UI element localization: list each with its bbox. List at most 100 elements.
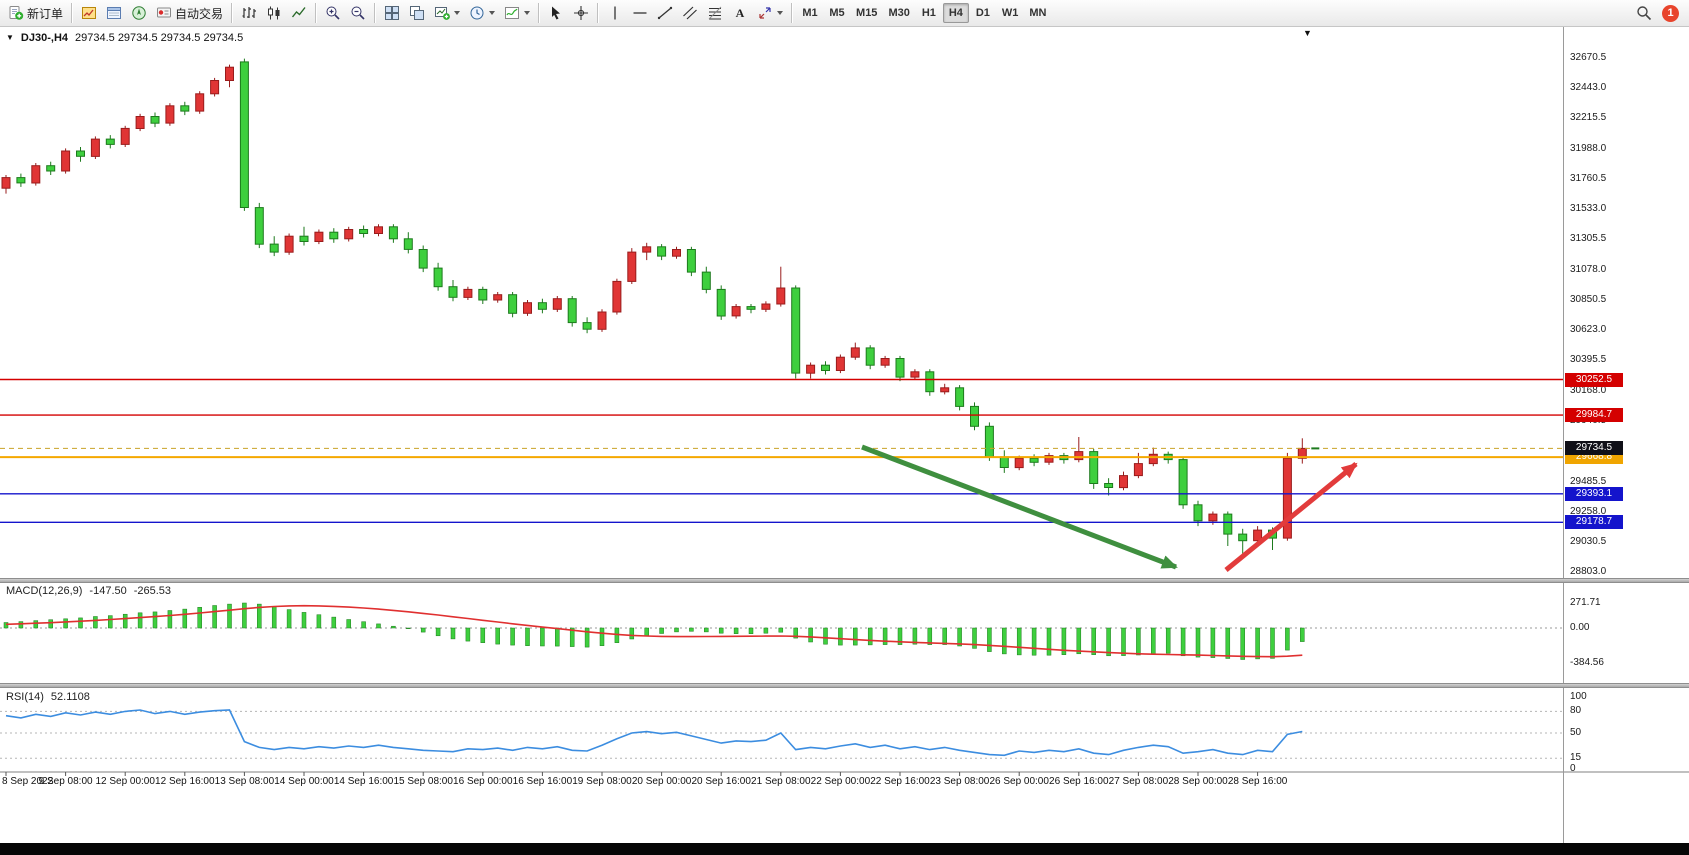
macd-scale-label: 0.00 bbox=[1570, 622, 1590, 633]
time-axis-label: 21 Sep 08:00 bbox=[751, 776, 811, 787]
hline-icon bbox=[632, 5, 648, 21]
price-scale[interactable]: 32670.5 32443.0 32215.5 31988.0 31760.5 31533… bbox=[1563, 27, 1689, 843]
autotrading-button[interactable]: 自动交易 bbox=[152, 2, 227, 24]
cross-icon bbox=[573, 5, 589, 21]
time-axis-label: 28 Sep 00:00 bbox=[1168, 776, 1228, 787]
fibonacci-button[interactable] bbox=[703, 2, 727, 24]
current-price-badge: 29734.5 bbox=[1565, 441, 1623, 456]
cascade-windows-button[interactable] bbox=[405, 2, 429, 24]
equidistant-channel-button[interactable] bbox=[678, 2, 702, 24]
notification-badge[interactable]: 1 bbox=[1662, 4, 1679, 22]
time-axis-label: 19 Sep 08:00 bbox=[572, 776, 632, 787]
time-axis-label: 28 Sep 16:00 bbox=[1227, 776, 1288, 787]
price-scale-label: 31988.0 bbox=[1570, 142, 1607, 154]
timeframe-m30-button[interactable]: M30 bbox=[883, 3, 914, 23]
chart-area[interactable]: 32670.5 32443.0 32215.5 31988.0 31760.5 31533… bbox=[0, 27, 1689, 843]
trend-arrows-layer[interactable] bbox=[861, 444, 1358, 572]
trendline-button[interactable] bbox=[653, 2, 677, 24]
time-axis-label: 12 Sep 00:00 bbox=[95, 776, 155, 787]
line-chart-button[interactable] bbox=[287, 2, 311, 24]
toolbar-separator bbox=[538, 3, 541, 23]
candlestick-chart-button[interactable] bbox=[262, 2, 286, 24]
timeframe-mn-button[interactable]: MN bbox=[1024, 3, 1051, 23]
time-axis-label: 22 Sep 16:00 bbox=[870, 776, 930, 787]
timeframe-h4-button[interactable]: H4 bbox=[942, 3, 969, 23]
new-order-button[interactable]: 新订单 bbox=[4, 2, 67, 24]
zoom-out-button[interactable] bbox=[346, 2, 370, 24]
toolbar: 新订单 自动交易 A M1 M5 M15 M30 H1 H4 D1 W1 MN 1 bbox=[0, 0, 1689, 27]
market-watch-button[interactable] bbox=[77, 2, 101, 24]
time-axis-label: 20 Sep 16:00 bbox=[691, 776, 751, 787]
time-axis-label: 27 Sep 08:00 bbox=[1108, 776, 1169, 787]
rsi-scale-label: 0 bbox=[1570, 763, 1576, 774]
crosshair-button[interactable] bbox=[569, 2, 593, 24]
toolbar-separator bbox=[71, 3, 74, 23]
vertical-line-button[interactable] bbox=[603, 2, 627, 24]
time-axis-label: 22 Sep 00:00 bbox=[810, 776, 871, 787]
autotrading-label: 自动交易 bbox=[175, 6, 224, 21]
rsi-indicator-label: RSI(14) 52.1108 bbox=[6, 691, 90, 703]
text-tool-button[interactable]: A bbox=[728, 2, 752, 24]
rsi-value: 52.1108 bbox=[50, 691, 90, 703]
new-order-label: 新订单 bbox=[27, 6, 64, 21]
bar-chart-button[interactable] bbox=[237, 2, 261, 24]
zoom-in-button[interactable] bbox=[321, 2, 345, 24]
cursor-button[interactable] bbox=[544, 2, 568, 24]
search-button[interactable] bbox=[1632, 2, 1656, 24]
price-level-badge: 29393.1 bbox=[1565, 486, 1623, 501]
timeframe-m5-button[interactable]: M5 bbox=[824, 3, 850, 23]
profiles-button[interactable] bbox=[465, 2, 499, 24]
timeframe-m15-button[interactable]: M15 bbox=[851, 3, 882, 23]
data-window-button[interactable] bbox=[102, 2, 126, 24]
order-icon bbox=[8, 5, 24, 21]
svg-text:A: A bbox=[736, 6, 745, 20]
new-chart-button[interactable] bbox=[430, 2, 464, 24]
price-scale-label: 29030.5 bbox=[1570, 536, 1607, 547]
price-scale-label: 31078.0 bbox=[1570, 263, 1607, 275]
tile-windows-button[interactable] bbox=[380, 2, 404, 24]
auto-icon bbox=[156, 5, 172, 21]
macd-layer bbox=[0, 602, 1563, 660]
text-icon: A bbox=[732, 5, 748, 21]
price-level-badge: 29178.7 bbox=[1565, 515, 1623, 530]
rsi-scale-label: 80 bbox=[1570, 705, 1582, 717]
dropdown-caret-icon bbox=[454, 11, 461, 15]
indicators-list-button[interactable] bbox=[500, 2, 534, 24]
chart-ohlc-values: 29734.5 29734.5 29734.5 29734.5 bbox=[75, 32, 244, 44]
timeframe-h1-button[interactable]: H1 bbox=[916, 3, 942, 23]
toolbar-separator bbox=[374, 3, 377, 23]
time-axis-label: 20 Sep 00:00 bbox=[631, 776, 692, 787]
newchart-icon bbox=[434, 5, 450, 21]
panel-separator[interactable] bbox=[0, 683, 1689, 688]
nav-icon bbox=[131, 5, 147, 21]
time-axis[interactable]: 8 Sep 2022 9 Sep 08:00 12 Sep 00:00 12 Sep … bbox=[0, 776, 1689, 792]
time-axis-label: 9 Sep 08:00 bbox=[38, 776, 93, 787]
navigator-button[interactable] bbox=[127, 2, 151, 24]
horizontal-line-button[interactable] bbox=[628, 2, 652, 24]
timeframe-m1-button[interactable]: M1 bbox=[797, 3, 823, 23]
price-scale-label: 32670.5 bbox=[1570, 51, 1607, 63]
panel-separator[interactable] bbox=[0, 578, 1689, 583]
price-scale-label: 30623.0 bbox=[1570, 324, 1607, 336]
arrows-tool-button[interactable] bbox=[753, 2, 787, 24]
price-scale-label: 30395.5 bbox=[1570, 354, 1607, 366]
quick-trade-arrow-icon[interactable]: ▼ bbox=[6, 33, 14, 42]
chart-canvas[interactable] bbox=[0, 27, 1689, 843]
macd-indicator-label: MACD(12,26,9) -147.50 -265.53 bbox=[6, 585, 171, 597]
chart-shift-marker-icon[interactable]: ▼ bbox=[1303, 28, 1312, 38]
trend-icon bbox=[657, 5, 673, 21]
toolbar-separator bbox=[231, 3, 234, 23]
dropdown-caret-icon bbox=[777, 11, 784, 15]
taskbar-strip bbox=[0, 843, 1689, 855]
time-axis-label: 14 Sep 00:00 bbox=[274, 776, 334, 787]
rsi-name: RSI(14) bbox=[6, 691, 44, 703]
ind-icon bbox=[504, 5, 520, 21]
price-scale-label: 31760.5 bbox=[1570, 172, 1607, 184]
timeframe-d1-button[interactable]: D1 bbox=[970, 3, 996, 23]
timeframe-w1-button[interactable]: W1 bbox=[997, 3, 1024, 23]
level-lines-layer[interactable] bbox=[0, 378, 1563, 523]
channel-icon bbox=[682, 5, 698, 21]
time-axis-label: 13 Sep 08:00 bbox=[214, 776, 275, 787]
macd-scale-label: -384.56 bbox=[1570, 657, 1604, 669]
